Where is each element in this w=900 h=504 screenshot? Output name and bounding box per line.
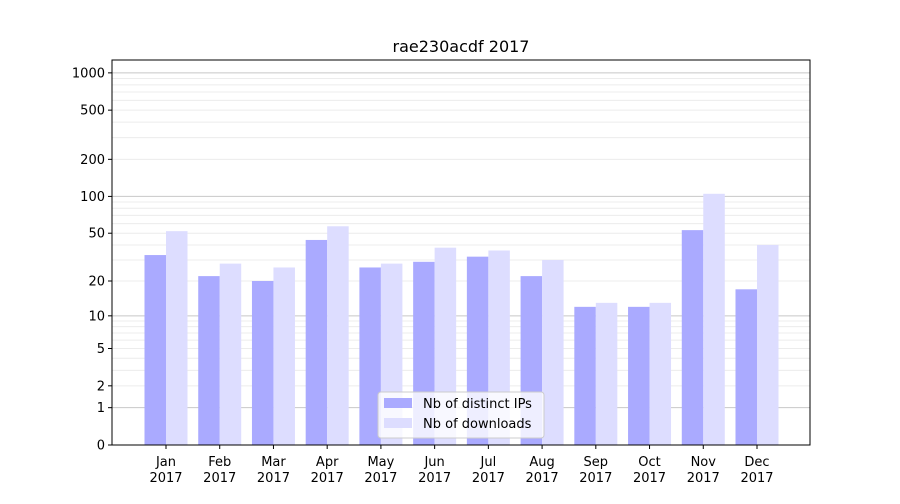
legend-label: Nb of distinct IPs xyxy=(423,397,532,412)
y-tick-label: 200 xyxy=(80,153,105,168)
x-tick-label: 2017 xyxy=(633,471,666,486)
x-tick-label: 2017 xyxy=(257,471,290,486)
legend-swatch xyxy=(384,398,412,408)
y-tick-label: 0 xyxy=(97,439,105,454)
x-tick-label: Aug xyxy=(529,455,554,470)
x-tick-label: Feb xyxy=(208,455,231,470)
bar-downloads xyxy=(219,263,242,445)
x-tick-label: 2017 xyxy=(149,471,182,486)
x-tick-label: 2017 xyxy=(418,471,451,486)
x-tick-label: 2017 xyxy=(579,471,612,486)
bar-ips xyxy=(574,306,596,445)
x-tick-label: Oct xyxy=(638,455,660,470)
x-tick-label: 2017 xyxy=(364,471,397,486)
bar-downloads xyxy=(327,226,349,445)
y-tick-label: 2 xyxy=(97,379,105,394)
bar-ips xyxy=(198,276,220,445)
y-tick-label: 1 xyxy=(97,401,105,416)
bar-ips xyxy=(144,255,166,445)
plot-frame xyxy=(111,59,811,446)
y-tick-label: 1000 xyxy=(72,66,105,81)
bar-ips xyxy=(628,306,650,445)
y-tick-label: 500 xyxy=(80,104,105,119)
bar-downloads xyxy=(595,302,618,445)
bar-downloads xyxy=(166,231,188,445)
x-tick-label: Jan xyxy=(155,455,176,470)
bar-downloads xyxy=(542,260,564,445)
y-tick-label: 5 xyxy=(97,342,105,357)
x-tick-label: Sep xyxy=(584,455,609,470)
bar-ips xyxy=(359,267,381,445)
y-tick-label: 20 xyxy=(88,275,105,290)
x-tick-label: May xyxy=(367,455,394,470)
bar-downloads xyxy=(273,267,295,445)
x-tick-label: Jun xyxy=(423,455,444,470)
y-tick-label: 100 xyxy=(80,190,105,205)
x-tick-label: Dec xyxy=(744,455,769,470)
bar-downloads xyxy=(703,193,725,445)
legend-label: Nb of downloads xyxy=(423,417,532,432)
x-tick-label: 2017 xyxy=(740,471,773,486)
bar-ips xyxy=(681,230,704,445)
y-tick-label: 10 xyxy=(88,309,105,324)
bar-ips xyxy=(305,239,328,445)
bar-downloads xyxy=(649,302,672,445)
x-tick-label: 2017 xyxy=(687,471,720,486)
x-tick-label: Nov xyxy=(691,455,717,470)
x-tick-label: Apr xyxy=(316,455,339,470)
x-tick-label: Mar xyxy=(261,455,286,470)
x-tick-label: 2017 xyxy=(472,471,505,486)
legend-box xyxy=(377,391,545,439)
x-tick-label: 2017 xyxy=(526,471,559,486)
bar-ips xyxy=(735,289,757,445)
x-tick-label: Jul xyxy=(480,455,497,470)
y-tick-label: 50 xyxy=(88,227,105,242)
legend-swatch xyxy=(384,418,412,428)
chart-title: rae230acdf 2017 xyxy=(393,37,530,56)
x-tick-label: 2017 xyxy=(203,471,236,486)
bar-ips xyxy=(251,281,274,445)
x-tick-label: 2017 xyxy=(311,471,344,486)
bar-downloads xyxy=(757,244,779,445)
